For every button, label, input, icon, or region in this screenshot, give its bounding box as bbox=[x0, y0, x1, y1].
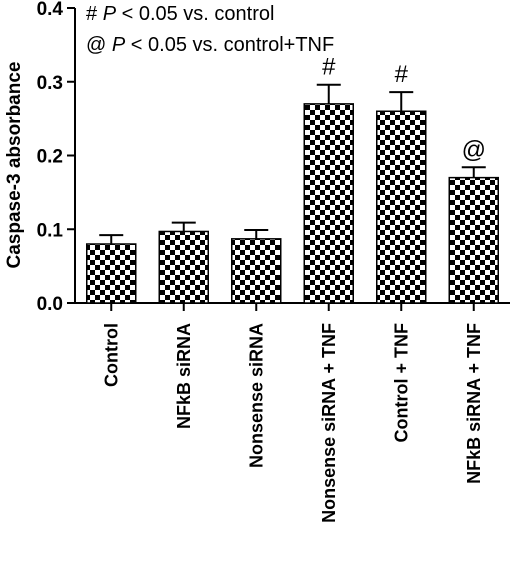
y-tick-label: 0.1 bbox=[37, 220, 64, 241]
x-tick-label: NFkB siRNA bbox=[174, 323, 194, 429]
x-tick-label: Control bbox=[101, 323, 121, 387]
annotation-1-italic: P bbox=[103, 3, 117, 25]
significance-marker: # bbox=[322, 54, 336, 81]
annotation-2-symbol: @ bbox=[86, 34, 106, 56]
y-axis: 0.0 0.1 0.2 0.3 0.4 bbox=[37, 0, 76, 315]
bar-series: # # @ bbox=[86, 54, 499, 304]
annotation-2-text: < 0.05 vs. control+TNF bbox=[125, 34, 334, 56]
x-tick-label: Control + TNF bbox=[391, 323, 411, 443]
bar bbox=[158, 230, 209, 304]
x-tick-label: Nonsense siRNA bbox=[246, 323, 266, 468]
bar bbox=[448, 176, 499, 304]
significance-marker: # bbox=[395, 61, 409, 88]
x-axis: Control NFkB siRNA Nonsense siRNA Nonsense … bbox=[75, 302, 510, 523]
bar bbox=[303, 103, 354, 304]
bar bbox=[231, 238, 282, 304]
annotation-line-2: @ P < 0.05 vs. control+TNF bbox=[86, 34, 334, 56]
annotation-1-symbol: # bbox=[86, 3, 98, 25]
significance-marker: @ bbox=[462, 136, 486, 163]
x-tick-label: Nonsense siRNA + TNF bbox=[319, 323, 339, 523]
y-tick-label: 0.0 bbox=[37, 294, 63, 315]
annotation-1-text: < 0.05 vs. control bbox=[116, 3, 274, 25]
x-tick-label: NFkB siRNA + TNF bbox=[464, 323, 484, 484]
y-tick-label: 0.4 bbox=[37, 0, 64, 20]
annotation-2-italic: P bbox=[112, 34, 126, 56]
bar bbox=[376, 110, 427, 304]
annotation-legend: # P < 0.05 vs. control @ P < 0.05 vs. co… bbox=[86, 3, 334, 56]
annotation-line-1: # P < 0.05 vs. control bbox=[86, 3, 274, 25]
y-axis-label: Caspase-3 absorbance bbox=[4, 62, 25, 269]
y-tick-label: 0.3 bbox=[37, 73, 63, 94]
bar bbox=[86, 243, 137, 304]
y-tick-label: 0.2 bbox=[37, 147, 63, 168]
